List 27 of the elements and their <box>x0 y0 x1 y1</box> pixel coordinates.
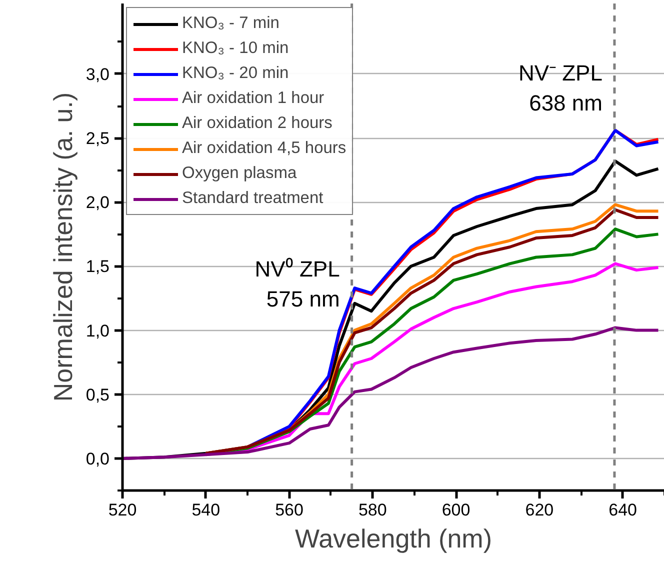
y-tick-label: 2,5 <box>86 129 110 148</box>
legend-label: Air oxidation 1 hour <box>182 89 324 108</box>
x-tick-label: 580 <box>358 500 387 520</box>
ref-line-label: NV⁰ ZPL 575 nm <box>254 256 340 312</box>
legend-label: KNO₃ - 7 min <box>182 14 280 33</box>
x-tick-label: 640 <box>608 500 637 520</box>
legend-label: Air oxidation 2 hours <box>182 114 332 133</box>
y-axis-title: Normalized intensity (a. u.) <box>48 92 78 402</box>
y-tick-label: 0,0 <box>86 449 110 468</box>
y-tick-label: 2,0 <box>86 193 110 212</box>
x-tick-label: 540 <box>192 500 220 520</box>
x-tick-label: 600 <box>442 500 470 520</box>
ref-line-label: NV⁻ ZPL 638 nm <box>518 60 602 116</box>
line-series <box>122 326 660 460</box>
x-tick-label: 620 <box>525 500 554 520</box>
legend-label: KNO₃ - 20 min <box>182 64 289 83</box>
legend-label: Oxygen plasma <box>182 164 297 183</box>
y-tick-label: 3,0 <box>86 64 110 84</box>
legend-label: Air oxidation 4,5 hours <box>182 139 346 158</box>
y-tick-label: 0,5 <box>86 385 110 404</box>
x-tick-label: 520 <box>108 500 137 520</box>
x-axis-title: Wavelength (nm) <box>295 524 492 554</box>
legend-label: KNO₃ - 10 min <box>182 39 289 58</box>
y-tick-label: 1,0 <box>86 321 110 340</box>
legend-label: Standard treatment <box>182 189 324 208</box>
y-tick-label: 1,5 <box>86 257 110 276</box>
x-tick-label: 560 <box>275 500 304 520</box>
